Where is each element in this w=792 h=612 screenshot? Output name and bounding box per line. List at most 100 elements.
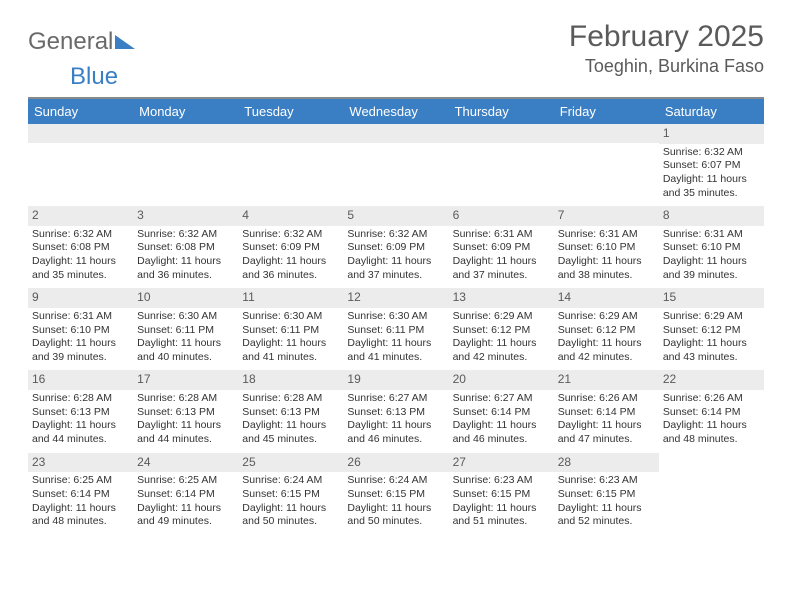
day1-text: Daylight: 11 hours [558, 419, 655, 433]
week-row: 23Sunrise: 6:25 AMSunset: 6:14 PMDayligh… [28, 453, 764, 535]
sunset-text: Sunset: 6:11 PM [242, 324, 339, 338]
day-number: 5 [343, 206, 448, 226]
day2-text: and 36 minutes. [137, 269, 234, 283]
sunrise-text: Sunrise: 6:31 AM [453, 228, 550, 242]
weekday-wednesday: Wednesday [343, 99, 448, 124]
sunset-text: Sunset: 6:12 PM [663, 324, 760, 338]
day1-text: Daylight: 11 hours [347, 502, 444, 516]
day-number: 19 [343, 370, 448, 390]
sunset-text: Sunset: 6:08 PM [32, 241, 129, 255]
day1-text: Daylight: 11 hours [453, 337, 550, 351]
title-block: February 2025 Toeghin, Burkina Faso [569, 20, 764, 77]
day-number: 12 [343, 288, 448, 308]
day-cell [659, 453, 764, 535]
day1-text: Daylight: 11 hours [663, 173, 760, 187]
day1-text: Daylight: 11 hours [558, 337, 655, 351]
sunset-text: Sunset: 6:10 PM [32, 324, 129, 338]
sunset-text: Sunset: 6:10 PM [663, 241, 760, 255]
sunrise-text: Sunrise: 6:25 AM [32, 474, 129, 488]
day1-text: Daylight: 11 hours [663, 419, 760, 433]
sunrise-text: Sunrise: 6:31 AM [32, 310, 129, 324]
day1-text: Daylight: 11 hours [32, 419, 129, 433]
sunrise-text: Sunrise: 6:32 AM [347, 228, 444, 242]
week-row: 2Sunrise: 6:32 AMSunset: 6:08 PMDaylight… [28, 206, 764, 288]
day-number: 13 [449, 288, 554, 308]
day2-text: and 39 minutes. [32, 351, 129, 365]
sunset-text: Sunset: 6:12 PM [558, 324, 655, 338]
day1-text: Daylight: 11 hours [453, 502, 550, 516]
day-cell: 12Sunrise: 6:30 AMSunset: 6:11 PMDayligh… [343, 288, 448, 370]
day-number: 3 [133, 206, 238, 226]
day2-text: and 51 minutes. [453, 515, 550, 529]
day-cell: 16Sunrise: 6:28 AMSunset: 6:13 PMDayligh… [28, 370, 133, 452]
day-cell: 28Sunrise: 6:23 AMSunset: 6:15 PMDayligh… [554, 453, 659, 535]
day1-text: Daylight: 11 hours [558, 255, 655, 269]
day-cell: 22Sunrise: 6:26 AMSunset: 6:14 PMDayligh… [659, 370, 764, 452]
sunrise-text: Sunrise: 6:32 AM [663, 146, 760, 160]
day-number: 7 [554, 206, 659, 226]
week-row: 9Sunrise: 6:31 AMSunset: 6:10 PMDaylight… [28, 288, 764, 370]
day1-text: Daylight: 11 hours [453, 255, 550, 269]
day-number: 22 [659, 370, 764, 390]
day-cell: 14 Sunrise: 6:29 AMSunset: 6:12 PMDayligh… [554, 288, 659, 370]
day-number: 9 [28, 288, 133, 308]
day2-text: and 42 minutes. [558, 351, 655, 365]
day-number: 18 [238, 370, 343, 390]
sunrise-text: Sunrise: 6:26 AM [558, 392, 655, 406]
day-cell: 18Sunrise: 6:28 AMSunset: 6:13 PMDayligh… [238, 370, 343, 452]
day1-text: Daylight: 11 hours [663, 337, 760, 351]
day-cell: 20Sunrise: 6:27 AMSunset: 6:14 PMDayligh… [449, 370, 554, 452]
day2-text: and 36 minutes. [242, 269, 339, 283]
day1-text: Daylight: 11 hours [663, 255, 760, 269]
weekday-monday: Monday [133, 99, 238, 124]
weekday-header-row: Sunday Monday Tuesday Wednesday Thursday… [28, 99, 764, 124]
sunrise-text: Sunrise: 6:23 AM [453, 474, 550, 488]
sunset-text: Sunset: 6:15 PM [558, 488, 655, 502]
empty-daynum-bar [28, 124, 133, 143]
sunset-text: Sunset: 6:15 PM [242, 488, 339, 502]
day-number: 10 [133, 288, 238, 308]
location-subtitle: Toeghin, Burkina Faso [569, 56, 764, 77]
sunrise-text: Sunrise: 6:29 AM [663, 310, 760, 324]
sunrise-text: Sunrise: 6:28 AM [32, 392, 129, 406]
calendar-grid: Sunday Monday Tuesday Wednesday Thursday… [28, 99, 764, 535]
day1-text: Daylight: 11 hours [347, 419, 444, 433]
day-number: 28 [554, 453, 659, 473]
day-cell: 3Sunrise: 6:32 AMSunset: 6:08 PMDaylight… [133, 206, 238, 288]
day2-text: and 46 minutes. [453, 433, 550, 447]
day-number: 14 [554, 288, 659, 308]
weekday-saturday: Saturday [659, 99, 764, 124]
sunrise-text: Sunrise: 6:27 AM [347, 392, 444, 406]
day-cell: 1Sunrise: 6:32 AMSunset: 6:07 PMDaylight… [659, 124, 764, 206]
day2-text: and 48 minutes. [32, 515, 129, 529]
day1-text: Daylight: 11 hours [242, 419, 339, 433]
sunrise-text: Sunrise: 6:32 AM [32, 228, 129, 242]
sunset-text: Sunset: 6:15 PM [347, 488, 444, 502]
day2-text: and 37 minutes. [347, 269, 444, 283]
sunrise-text: Sunrise: 6:29 AM [558, 310, 655, 324]
sunset-text: Sunset: 6:14 PM [32, 488, 129, 502]
sunset-text: Sunset: 6:11 PM [137, 324, 234, 338]
week-row: 16Sunrise: 6:28 AMSunset: 6:13 PMDayligh… [28, 370, 764, 452]
day-cell: 2Sunrise: 6:32 AMSunset: 6:08 PMDaylight… [28, 206, 133, 288]
day2-text: and 48 minutes. [663, 433, 760, 447]
day-number: 2 [28, 206, 133, 226]
day1-text: Daylight: 11 hours [32, 337, 129, 351]
day-number: 27 [449, 453, 554, 473]
sunrise-text: Sunrise: 6:32 AM [242, 228, 339, 242]
day-cell [238, 124, 343, 206]
day-number: 15 [659, 288, 764, 308]
day-cell: 6Sunrise: 6:31 AMSunset: 6:09 PMDaylight… [449, 206, 554, 288]
sunrise-text: Sunrise: 6:23 AM [558, 474, 655, 488]
day-cell [554, 124, 659, 206]
day1-text: Daylight: 11 hours [242, 337, 339, 351]
day2-text: and 43 minutes. [663, 351, 760, 365]
day2-text: and 35 minutes. [32, 269, 129, 283]
day-number: 6 [449, 206, 554, 226]
day-number: 24 [133, 453, 238, 473]
day-cell: 10Sunrise: 6:30 AMSunset: 6:11 PMDayligh… [133, 288, 238, 370]
day1-text: Daylight: 11 hours [32, 502, 129, 516]
day1-text: Daylight: 11 hours [137, 337, 234, 351]
sunrise-text: Sunrise: 6:31 AM [558, 228, 655, 242]
day-cell [449, 124, 554, 206]
